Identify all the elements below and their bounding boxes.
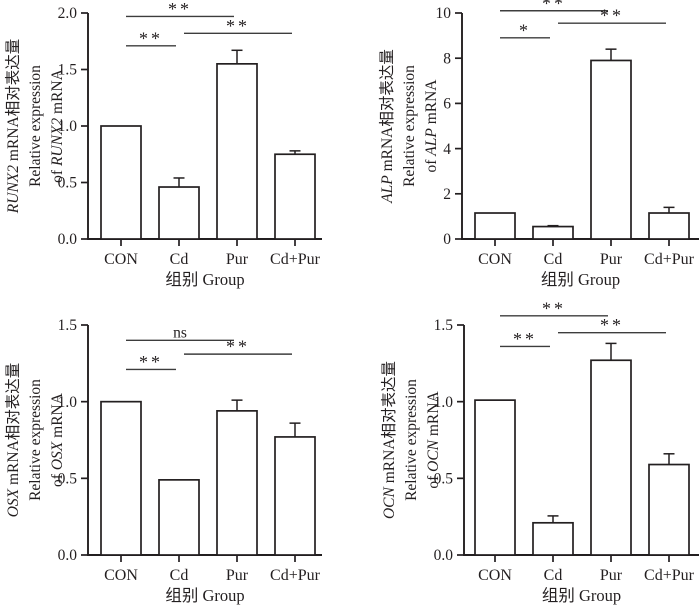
x-axis-label: 组别 Group (165, 270, 244, 289)
x-axis-label: 组别 Group (541, 270, 620, 289)
bar-con (100, 125, 142, 240)
y-tick-label: 0.5 (58, 175, 78, 192)
bar-con (474, 399, 516, 556)
x-category-label-pur: Pur (600, 251, 623, 268)
x-axis-label: 组别 Group (542, 586, 621, 605)
sig-label: ** (168, 0, 192, 19)
panel-runx2: 0.0 0.5 1.0 1.5 2.0 CON Cd Pur Cd+Pur ** ** ** RUNX2… (0, 0, 350, 300)
sig-label: ** (542, 0, 566, 13)
sig-label: ** (139, 28, 163, 48)
y-tick-label: 8 (443, 50, 451, 67)
bar-cd (158, 186, 200, 240)
sig-label: ** (542, 300, 566, 318)
x-category-label-pur: Pur (226, 567, 249, 584)
y-axis-label-en1: Relative expression (27, 379, 44, 501)
error-bar-cd (547, 224, 559, 227)
error-bar-pur (231, 49, 243, 64)
bar-pur (590, 59, 632, 240)
y-tick-label: 6 (443, 96, 451, 113)
x-category-label-con: CON (478, 251, 512, 268)
sig-label: ns (173, 324, 187, 341)
sig-label: ** (139, 352, 163, 372)
bar-con (474, 212, 516, 240)
x-category-label-cd-pur: Cd+Pur (644, 567, 695, 584)
x-category-label-pur: Pur (600, 567, 623, 584)
y-axis-label-cn: RUNX2 mRNA相对表达量 (4, 39, 22, 214)
y-tick-label: 1.0 (434, 394, 454, 411)
error-bar-cd-pur (663, 206, 675, 214)
x-category-label-con: CON (104, 567, 138, 584)
bar-cd (532, 225, 574, 240)
y-tick-label: 4 (443, 141, 451, 158)
sig-label: ** (600, 315, 624, 335)
y-tick-label: 0 (443, 231, 451, 248)
error-bar-cd-pur (289, 150, 301, 155)
bar-pur (216, 62, 258, 240)
y-tick-label: 0.0 (58, 547, 78, 564)
x-category-label-cd: Cd (170, 251, 189, 268)
x-category-label-cd-pur: Cd+Pur (270, 251, 321, 268)
y-tick-label: 1.0 (58, 118, 78, 135)
bar-cd-pur (648, 463, 690, 556)
chart-ocn: 0.0 0.5 1.0 1.5 CON Cd Pur Cd+Pur ** ** ** OCN mRNA… (380, 300, 699, 605)
y-axis-label-en1: Relative expression (27, 65, 44, 187)
y-tick-label: 0.5 (58, 471, 78, 488)
y-axis-label-en2: of OSX mRNA (49, 392, 66, 487)
bar-pur (216, 410, 258, 556)
y-axis-label-cn: OCN mRNA相对表达量 (380, 361, 398, 519)
error-bar-cd-pur (289, 422, 301, 437)
bar-pur (590, 359, 632, 556)
x-category-label-pur: Pur (226, 251, 249, 268)
x-category-label-con: CON (478, 567, 512, 584)
y-axis-label-en2: of RUNX2 mRNA (49, 68, 66, 182)
y-tick-label: 1.0 (58, 394, 78, 411)
x-category-label-cd: Cd (544, 567, 563, 584)
x-category-label-cd-pur: Cd+Pur (270, 567, 321, 584)
y-axis-label-en1: Relative expression (403, 379, 420, 501)
x-category-label-con: CON (104, 251, 138, 268)
sig-label: ** (226, 337, 250, 357)
y-tick-label: 1.5 (434, 317, 454, 334)
y-axis-label-en1: Relative expression (401, 65, 418, 187)
error-bar-pur (605, 342, 617, 361)
y-axis-label-cn: OSX mRNA相对表达量 (4, 363, 22, 518)
chart-runx2: 0.0 0.5 1.0 1.5 2.0 CON Cd Pur Cd+Pur ** ** ** RUNX2… (4, 0, 322, 289)
bar-cd-pur (274, 153, 316, 240)
error-bar-cd (173, 177, 185, 188)
y-tick-label: 2 (443, 186, 451, 203)
error-bar-cd-pur (663, 453, 675, 465)
y-tick-label: 0.0 (58, 231, 78, 248)
error-bar-cd (547, 515, 559, 523)
y-tick-label: 10 (436, 5, 452, 22)
y-axis-label-en2: of ALP mRNA (423, 79, 440, 173)
sig-label: ** (513, 329, 537, 349)
chart-osx: 0.0 0.5 1.0 1.5 CON Cd Pur Cd+Pur ns ** ** OSX mRNA… (4, 317, 322, 605)
x-axis-label: 组别 Group (165, 586, 244, 605)
y-tick-label: 0.5 (434, 471, 454, 488)
y-tick-label: 2.0 (58, 5, 78, 22)
panel-ocn: 0.0 0.5 1.0 1.5 CON Cd Pur Cd+Pur ** ** ** OCN mRNA… (350, 300, 700, 605)
y-tick-label: 0.0 (434, 547, 454, 564)
error-bar-pur (605, 48, 617, 61)
y-axis-label-en2: of OCN mRNA (425, 391, 442, 489)
bar-cd-pur (274, 436, 316, 556)
bar-cd (158, 479, 200, 556)
sig-label: * (519, 20, 531, 40)
panel-osx: 0.0 0.5 1.0 1.5 CON Cd Pur Cd+Pur ns ** ** OSX mRNA… (0, 300, 350, 605)
panel-alp: 0 2 4 6 8 10 CON Cd Pur Cd+Pur ** ** * ALP mRNA相对表达量 R… (350, 0, 700, 300)
sig-label: ** (600, 6, 624, 26)
y-axis-label-cn: ALP mRNA相对表达量 (378, 49, 396, 204)
bar-cd (532, 521, 574, 556)
sig-label: ** (226, 16, 250, 36)
x-category-label-cd: Cd (170, 567, 189, 584)
y-tick-label: 1.5 (58, 317, 78, 334)
bar-con (100, 400, 142, 556)
y-tick-label: 1.5 (58, 62, 78, 79)
error-bar-pur (231, 399, 243, 411)
bar-cd-pur (648, 212, 690, 240)
x-category-label-cd: Cd (544, 251, 563, 268)
x-category-label-cd-pur: Cd+Pur (644, 251, 695, 268)
